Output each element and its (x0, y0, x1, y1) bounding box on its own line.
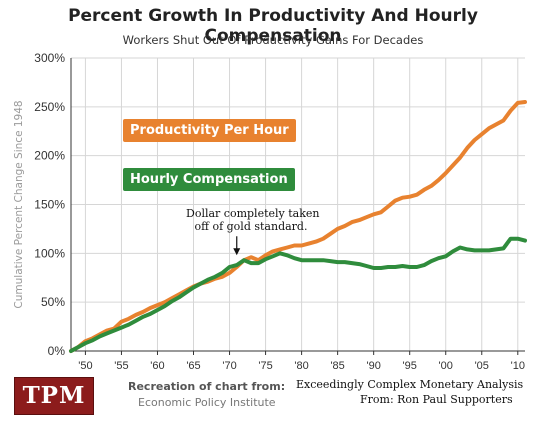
x-tick-label: '90 (366, 360, 380, 372)
y-axis-label-group: Cumulative Percent Change Since 1948 (13, 100, 25, 308)
legend-compensation: Hourly Compensation (123, 168, 295, 191)
y-tick-label: 250% (34, 100, 65, 114)
y-tick-label: 0% (48, 344, 66, 358)
x-tick-label: '75 (258, 360, 272, 372)
credit-line-3: Exceedingly Complex Monetary Analysis (296, 378, 524, 391)
x-tick-label: '70 (222, 360, 236, 372)
credit-line-1: Recreation of chart from: (128, 380, 286, 393)
tpm-logo: TPM (14, 377, 94, 415)
x-tick-label: '65 (186, 360, 200, 372)
legend-productivity: Productivity Per Hour (123, 119, 296, 142)
annotation-line-1: Dollar completely taken (186, 207, 320, 220)
annotation-text: Dollar completely taken off of gold stan… (186, 207, 320, 233)
credit-line-4: From: Ron Paul Supporters (360, 393, 513, 406)
y-tick-label: 50% (41, 295, 65, 309)
chart-title: Percent Growth In Productivity And Hourl… (68, 6, 478, 46)
x-tick-label: '85 (330, 360, 344, 372)
annotation-arrow (233, 236, 241, 256)
annotation-line-2: off of gold standard. (194, 220, 308, 233)
x-tick-label: '10 (511, 360, 525, 372)
x-tick-label: '60 (150, 360, 164, 372)
y-tick-label: 200% (34, 149, 65, 163)
grid-lines (71, 57, 525, 351)
y-tick-label: 150% (34, 198, 65, 212)
axes (70, 58, 525, 355)
x-tick-label: '05 (475, 360, 489, 372)
y-tick-label: 100% (34, 246, 65, 260)
tick-labels: 0% 50% 100% 150% 200% 250% 300% '50 '55 '60 '65 '70… (34, 51, 525, 372)
y-tick-label: 300% (34, 51, 65, 65)
productivity-line (69, 100, 527, 353)
y-axis-label: Cumulative Percent Change Since 1948 (13, 100, 25, 308)
series-lines (69, 100, 527, 353)
credit-line-2: Economic Policy Institute (138, 396, 276, 409)
annotation-arrow-head (233, 248, 241, 256)
x-tick-label: '50 (78, 360, 92, 372)
chart-subtitle: Workers Shut Out Of Productivity Gains F… (122, 33, 424, 47)
x-tick-label: '00 (439, 360, 453, 372)
x-tick-label: '80 (294, 360, 308, 372)
x-tick-label: '55 (114, 360, 128, 372)
x-tick-label: '95 (403, 360, 417, 372)
compensation-line (69, 236, 527, 353)
